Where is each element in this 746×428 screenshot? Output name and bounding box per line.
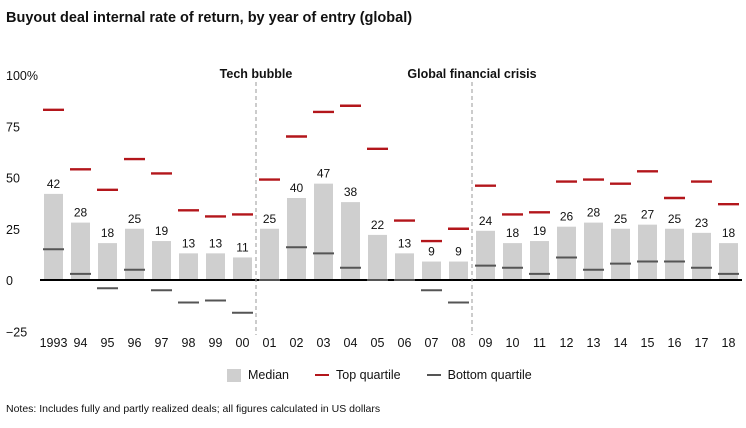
median-bar — [44, 193, 63, 280]
x-tick-label: 12 — [560, 336, 574, 350]
median-data-label: 28 — [587, 206, 601, 220]
x-tick-label: 07 — [425, 336, 439, 350]
median-bar — [206, 253, 225, 280]
median-bar — [71, 222, 90, 280]
median-bar — [530, 241, 549, 280]
median-data-label: 13 — [209, 236, 223, 250]
x-tick-label: 00 — [236, 336, 250, 350]
median-bar — [125, 228, 144, 280]
legend: Median Top quartile Bottom quartile — [227, 368, 558, 382]
x-tick-label: 05 — [371, 336, 385, 350]
x-tick-label: 01 — [263, 336, 277, 350]
legend-item-bottom-quartile: Bottom quartile — [426, 368, 532, 382]
median-data-label: 25 — [614, 212, 628, 226]
median-data-label: 38 — [344, 185, 358, 199]
median-bar — [584, 222, 603, 280]
median-bar — [287, 198, 306, 280]
legend-swatch-bottom-quartile — [426, 374, 441, 376]
median-bar — [341, 202, 360, 280]
x-tick-label: 96 — [128, 336, 142, 350]
x-tick-label: 03 — [317, 336, 331, 350]
y-tick-label: 0 — [6, 274, 13, 288]
median-data-label: 13 — [398, 236, 412, 250]
x-tick-label: 99 — [209, 336, 223, 350]
x-tick-label: 02 — [290, 336, 304, 350]
x-tick-label: 06 — [398, 336, 412, 350]
x-tick-label: 08 — [452, 336, 466, 350]
x-tick-label: 97 — [155, 336, 169, 350]
x-tick-label: 04 — [344, 336, 358, 350]
median-bar — [476, 230, 495, 280]
median-data-label: 26 — [560, 210, 574, 224]
median-data-label: 25 — [668, 212, 682, 226]
median-data-label: 40 — [290, 181, 304, 195]
median-data-label: 11 — [236, 240, 249, 254]
x-tick-label: 09 — [479, 336, 493, 350]
median-bar — [638, 224, 657, 280]
chart-title: Buyout deal internal rate of return, by … — [6, 10, 413, 26]
median-data-label: 19 — [533, 224, 547, 238]
median-data-label: 13 — [182, 236, 196, 250]
x-tick-label: 15 — [641, 336, 655, 350]
median-bar — [314, 183, 333, 280]
median-bar — [692, 232, 711, 280]
y-tick-label: −25 — [6, 325, 27, 339]
y-tick-label: 75 — [6, 120, 20, 134]
median-data-label: 47 — [317, 167, 331, 181]
median-data-label: 25 — [263, 212, 277, 226]
median-bar — [449, 261, 468, 280]
legend-label-top-quartile: Top quartile — [336, 368, 401, 382]
x-tick-label: 11 — [533, 336, 546, 350]
median-bar — [557, 226, 576, 280]
legend-swatch-median — [227, 368, 241, 382]
median-data-label: 24 — [479, 214, 493, 228]
y-tick-label: 25 — [6, 223, 20, 237]
x-tick-label: 1993 — [40, 336, 68, 350]
median-data-label: 42 — [47, 177, 61, 191]
median-data-label: 18 — [101, 226, 115, 240]
median-data-label: 18 — [722, 226, 736, 240]
x-tick-label: 18 — [722, 336, 736, 350]
x-tick-label: 17 — [695, 336, 709, 350]
median-bar — [368, 234, 387, 280]
median-data-label: 9 — [428, 245, 435, 259]
x-tick-label: 16 — [668, 336, 682, 350]
y-tick-label: 50 — [6, 172, 20, 186]
median-data-label: 28 — [74, 206, 88, 220]
median-bar — [611, 228, 630, 280]
x-tick-label: 10 — [506, 336, 520, 350]
median-data-label: 19 — [155, 224, 169, 238]
median-data-label: 22 — [371, 218, 385, 232]
legend-item-median: Median — [227, 368, 289, 382]
period-annotation: Tech bubble — [220, 67, 293, 81]
y-tick-label: 100% — [6, 69, 38, 83]
chart-notes: Notes: Includes fully and partly realize… — [6, 403, 381, 415]
x-tick-label: 13 — [587, 336, 601, 350]
median-bar — [179, 253, 198, 280]
median-bar — [233, 257, 252, 280]
legend-item-top-quartile: Top quartile — [315, 368, 401, 382]
median-bar — [665, 228, 684, 280]
median-bar — [395, 253, 414, 280]
median-data-label: 9 — [455, 245, 462, 259]
median-data-label: 18 — [506, 226, 520, 240]
median-bar — [260, 228, 279, 280]
x-tick-label: 95 — [101, 336, 115, 350]
legend-label-bottom-quartile: Bottom quartile — [447, 368, 532, 382]
x-tick-label: 14 — [614, 336, 628, 350]
median-data-label: 23 — [695, 216, 709, 230]
legend-swatch-top-quartile — [315, 374, 329, 376]
median-bar — [503, 243, 522, 280]
x-tick-label: 98 — [182, 336, 196, 350]
median-data-label: 27 — [641, 208, 655, 222]
median-bar — [98, 243, 117, 280]
legend-label-median: Median — [248, 368, 289, 382]
median-data-label: 25 — [128, 212, 142, 226]
period-annotation: Global financial crisis — [407, 67, 536, 81]
x-tick-label: 94 — [74, 336, 88, 350]
median-bar — [719, 243, 738, 280]
median-bar — [422, 261, 441, 280]
median-bar — [152, 241, 171, 280]
